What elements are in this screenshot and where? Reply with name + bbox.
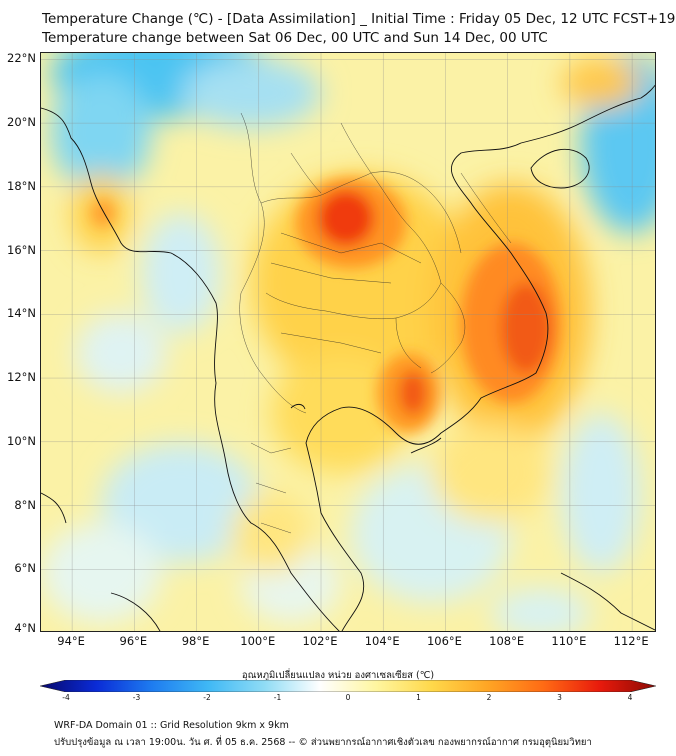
latitude-label: 14°N xyxy=(7,306,36,321)
latitude-label: 22°N xyxy=(7,51,36,66)
colorbar-tick-label: 4 xyxy=(627,693,633,702)
colorbar-tick-label: -3 xyxy=(132,693,141,702)
coastlines xyxy=(41,84,655,631)
colorbar-tick-label: -4 xyxy=(62,693,70,702)
latitude-label: 12°N xyxy=(7,370,36,385)
colorbar-tick-label: -2 xyxy=(203,693,211,702)
colorbar-tick-label: 2 xyxy=(486,693,492,702)
graticule xyxy=(41,53,655,631)
map-title: Temperature Change (℃) - [Data Assimilat… xyxy=(42,11,676,27)
map-canvas xyxy=(41,53,655,631)
latitude-label: 16°N xyxy=(7,242,36,257)
map-subtitle: Temperature change between Sat 06 Dec, 0… xyxy=(42,30,548,46)
latitude-label: 10°N xyxy=(7,433,36,448)
colorbar-tick-label: 0 xyxy=(345,693,351,702)
longitude-label: 96°E xyxy=(119,634,148,648)
colorbar xyxy=(40,680,656,692)
longitude-label: 102°E xyxy=(302,634,338,648)
temperature-change-map xyxy=(40,52,656,632)
longitude-label: 112°E xyxy=(613,634,649,648)
longitude-label: 104°E xyxy=(364,634,400,648)
longitude-label: 98°E xyxy=(181,634,210,648)
latitude-label: 6°N xyxy=(14,561,36,576)
colorbar-scale xyxy=(40,680,656,692)
footer-update-info: ปรับปรุงข้อมูล ณ เวลา 19:00น. วัน ศ. ที่… xyxy=(54,737,592,748)
longitude-label: 106°E xyxy=(426,634,462,648)
latitude-label: 20°N xyxy=(7,115,36,130)
longitude-label: 94°E xyxy=(57,634,85,648)
colorbar-title: อุณหภูมิเปลี่ยนแปลง หน่วย องศาเซลเซียส (… xyxy=(241,670,435,681)
latitude-label: 18°N xyxy=(7,178,36,193)
colorbar-tick-label: 3 xyxy=(557,693,562,702)
admin-boundaries xyxy=(239,112,512,534)
temperature-hotspots xyxy=(91,178,561,433)
longitude-label: 108°E xyxy=(489,634,525,648)
longitude-label: 100°E xyxy=(240,634,276,648)
colorbar-tick-label: 1 xyxy=(416,693,421,702)
latitude-label: 4°N xyxy=(14,621,36,635)
latitude-label: 8°N xyxy=(14,497,36,512)
longitude-label: 110°E xyxy=(551,634,587,648)
colorbar-tick-label: -1 xyxy=(273,693,282,702)
footer-model-info: WRF-DA Domain 01 :: Grid Resolution 9km … xyxy=(54,720,289,731)
